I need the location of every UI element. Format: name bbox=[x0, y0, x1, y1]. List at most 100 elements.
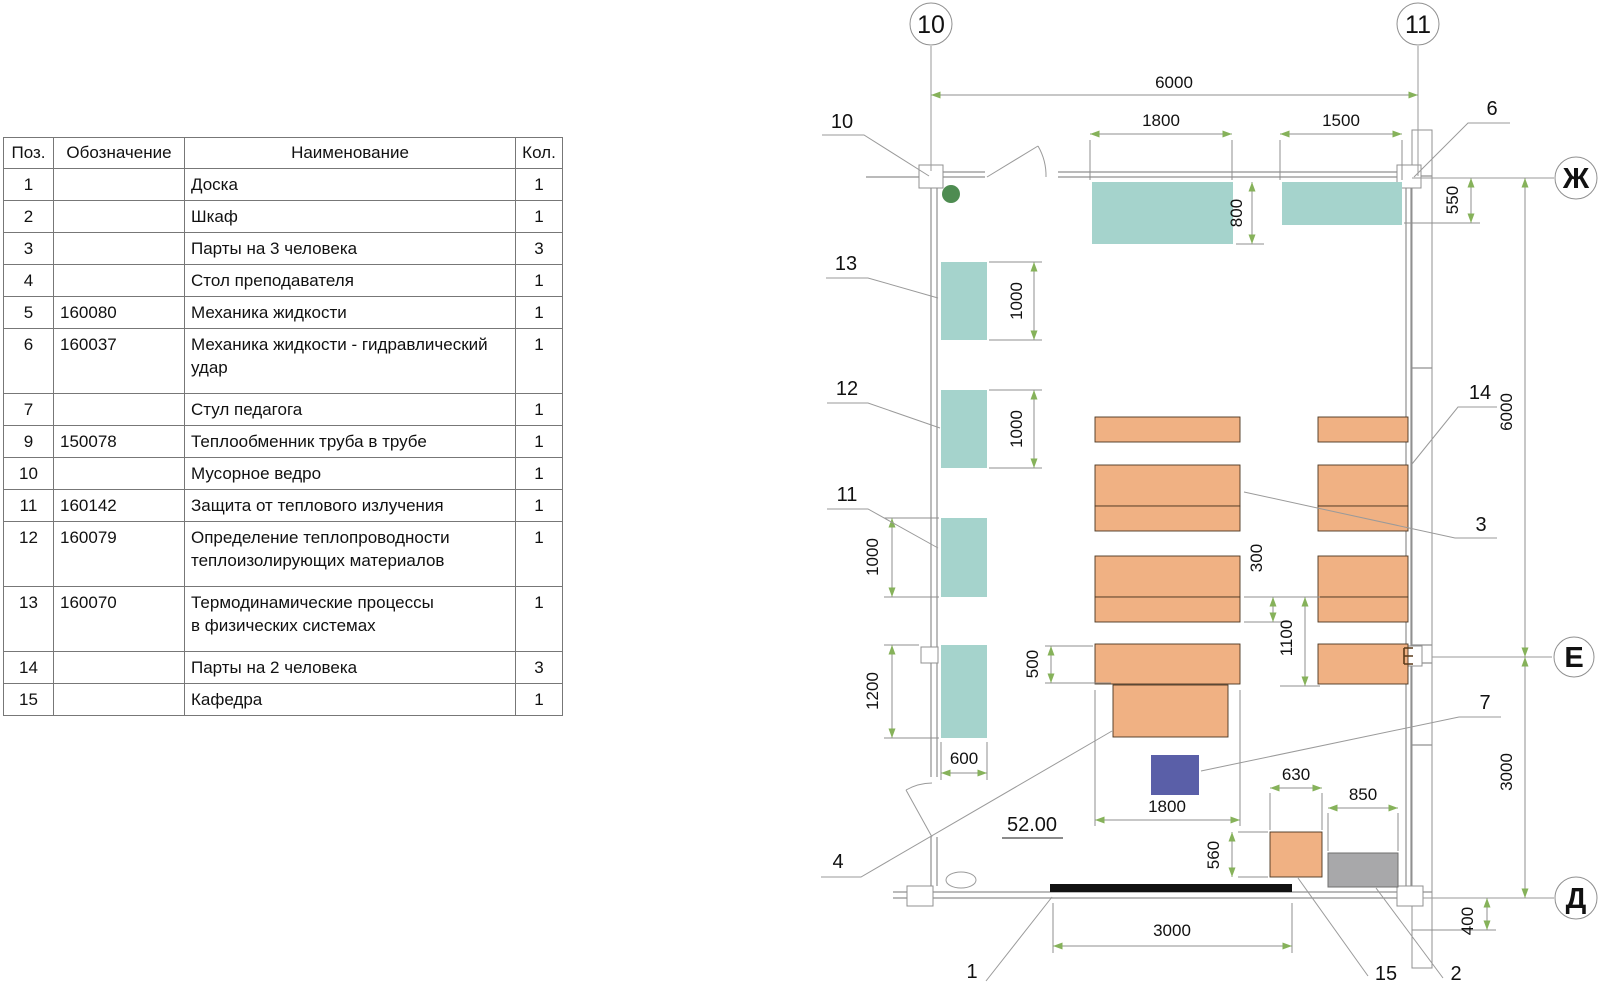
chalkboard bbox=[1050, 884, 1292, 892]
table-row: 12 160079 Определение теплопроводности т… bbox=[3, 521, 563, 587]
dim-board-width: 3000 bbox=[1153, 921, 1191, 940]
dim-teacher-desk-depth: 500 bbox=[1023, 650, 1042, 678]
dim-cabinet-width: 850 bbox=[1349, 785, 1377, 804]
room-area-label: 52.00 bbox=[1007, 814, 1057, 836]
cell-qty: 1 bbox=[515, 425, 563, 458]
dim-shelf-right-width: 1500 bbox=[1322, 111, 1360, 130]
desk-row bbox=[1094, 596, 1241, 623]
table-row: 1 Доска 1 bbox=[3, 168, 563, 201]
furniture bbox=[941, 182, 1413, 892]
dim-rack11-depth: 1000 bbox=[863, 538, 882, 576]
callout-13: 13 bbox=[835, 253, 857, 275]
grid-bubble-10 bbox=[909, 2, 953, 46]
grid-bubble-11 bbox=[1396, 2, 1440, 46]
callout-7: 7 bbox=[1479, 692, 1490, 714]
cell-code: 160079 bbox=[53, 521, 185, 587]
cell-code: 160037 bbox=[53, 328, 185, 394]
header-pos: Поз. bbox=[3, 137, 54, 169]
cell-code bbox=[53, 457, 185, 490]
cell-qty: 1 bbox=[515, 200, 563, 233]
teacher-desk bbox=[1094, 643, 1241, 685]
dim-right-span-lower: 3000 bbox=[1497, 753, 1516, 791]
kafedra bbox=[1269, 831, 1323, 878]
cell-code bbox=[53, 393, 185, 426]
cell-pos: 15 bbox=[3, 683, 54, 716]
callouts: 10 13 12 11 6 14 3 7 4 1 15 2 bbox=[821, 98, 1510, 985]
table-row: 7 Стул педагога 1 bbox=[3, 393, 563, 426]
cell-name: Механика жидкости - гидравлический удар bbox=[184, 328, 516, 394]
table-row: 10 Мусорное ведро 1 bbox=[3, 457, 563, 490]
cell-name: Доска bbox=[184, 168, 516, 201]
header-qty: Кол. bbox=[515, 137, 563, 169]
outlet-mark bbox=[1403, 647, 1413, 665]
dim-row-block: 1100 bbox=[1277, 620, 1296, 657]
table-row: 5 160080 Механика жидкости 1 bbox=[3, 296, 563, 329]
door-top bbox=[986, 145, 1047, 178]
cell-pos: 2 bbox=[3, 200, 54, 233]
table-header-row: Поз. Обозначение Наименование Кол. bbox=[3, 137, 563, 169]
cell-name: Защита от теплового излучения bbox=[184, 489, 516, 522]
cell-code bbox=[53, 683, 185, 716]
grid-bubble-d bbox=[1554, 876, 1598, 920]
cell-qty: 1 bbox=[515, 168, 563, 201]
cell-qty: 1 bbox=[515, 328, 563, 394]
cell-name: Определение теплопроводности теплоизолир… bbox=[184, 521, 516, 587]
cell-name: Парты на 3 человека bbox=[184, 232, 516, 265]
cell-name: Парты на 2 человека bbox=[184, 651, 516, 684]
callout-12: 12 bbox=[836, 378, 858, 400]
desk-row bbox=[1094, 555, 1241, 598]
shelf-top-right bbox=[1282, 182, 1402, 225]
cell-code: 160070 bbox=[53, 586, 185, 652]
cell-pos: 9 bbox=[3, 425, 54, 458]
cell-pos: 11 bbox=[3, 489, 54, 522]
cell-pos: 13 bbox=[3, 586, 54, 652]
desk-row bbox=[1094, 505, 1241, 532]
dim-shelf-left-width: 1800 bbox=[1142, 111, 1180, 130]
grid-axes: 10 11 Ж Е Д bbox=[909, 2, 1598, 920]
shelf-top-left bbox=[1092, 182, 1233, 244]
rack-13 bbox=[941, 262, 987, 340]
dim-rack12-depth: 1000 bbox=[1007, 410, 1026, 448]
table-row: 3 Парты на 3 человека 3 bbox=[3, 232, 563, 265]
callout-10: 10 bbox=[831, 111, 853, 133]
dim-row-gap: 300 bbox=[1247, 544, 1266, 572]
callout-2: 2 bbox=[1450, 963, 1461, 985]
grid-label-10: 10 bbox=[917, 11, 945, 39]
cell-qty: 1 bbox=[515, 264, 563, 297]
teacher-desk-front bbox=[1112, 684, 1229, 738]
desk-row bbox=[1317, 643, 1409, 685]
cell-code: 150078 bbox=[53, 425, 185, 458]
cell-pos: 12 bbox=[3, 521, 54, 587]
cell-pos: 14 bbox=[3, 651, 54, 684]
table-row: 15 Кафедра 1 bbox=[3, 683, 563, 716]
desk-row bbox=[1317, 416, 1409, 443]
waste-bin bbox=[942, 185, 960, 203]
floor-ellipse bbox=[945, 871, 977, 889]
cell-name: Шкаф bbox=[184, 200, 516, 233]
table-row: 14 Парты на 2 человека 3 bbox=[3, 651, 563, 684]
cell-name: Механика жидкости bbox=[184, 296, 516, 329]
callout-6: 6 bbox=[1486, 98, 1497, 120]
table-row: 13 160070 Термодинамические процессы в ф… bbox=[3, 586, 563, 652]
cell-code bbox=[53, 232, 185, 265]
cell-qty: 3 bbox=[515, 651, 563, 684]
desk-row bbox=[1317, 596, 1409, 623]
table-row: 4 Стол преподавателя 1 bbox=[3, 264, 563, 297]
cell-pos: 7 bbox=[3, 393, 54, 426]
dim-teacher-desk-width: 1800 bbox=[1148, 797, 1186, 816]
cell-qty: 3 bbox=[515, 232, 563, 265]
table-row: 11 160142 Защита от теплового излучения … bbox=[3, 489, 563, 522]
cell-pos: 4 bbox=[3, 264, 54, 297]
rack-bottom bbox=[941, 645, 987, 738]
table-row: 2 Шкаф 1 bbox=[3, 200, 563, 233]
callout-11: 11 bbox=[837, 484, 858, 506]
grid-bubble-e bbox=[1553, 636, 1595, 678]
dim-kafedra-width: 630 bbox=[1282, 765, 1310, 784]
dim-kafedra-depth: 560 bbox=[1204, 841, 1223, 869]
callout-3: 3 bbox=[1475, 514, 1486, 536]
callout-1: 1 bbox=[966, 961, 977, 983]
cell-qty: 1 bbox=[515, 521, 563, 587]
grid-label-e: Е bbox=[1564, 642, 1583, 674]
rack-12 bbox=[941, 390, 987, 468]
